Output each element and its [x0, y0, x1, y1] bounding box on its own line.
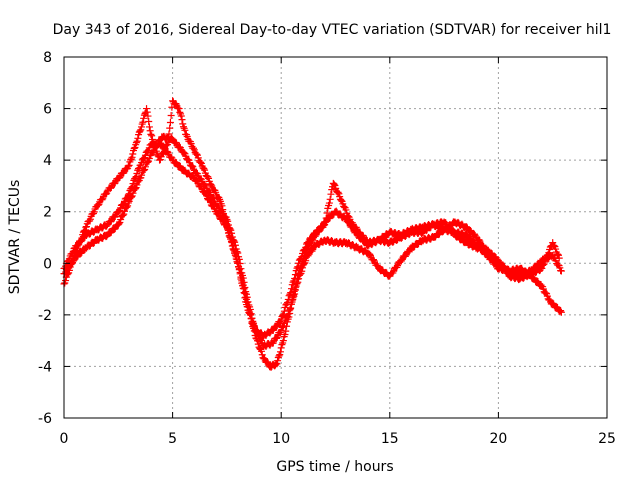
y-tick-label: 4: [43, 153, 52, 169]
y-tick-label: 6: [43, 102, 52, 118]
x-axis-label: GPS time / hours: [276, 459, 393, 475]
data-point: [125, 190, 133, 198]
y-tick-label: 0: [43, 256, 52, 272]
data-point: [286, 290, 294, 298]
y-tick-label: -6: [38, 411, 52, 427]
x-tick-label: 5: [168, 431, 177, 447]
data-point: [143, 105, 151, 113]
data-point: [147, 130, 155, 138]
data-point: [125, 161, 133, 169]
chart-title: Day 343 of 2016, Sidereal Day-to-day VTE…: [53, 22, 612, 38]
data-points: [60, 97, 565, 371]
plot-frame: [63, 56, 608, 419]
interpolated-markers: [61, 140, 562, 340]
y-tick-label: 2: [43, 205, 52, 221]
data-point: [234, 259, 242, 267]
x-tick-label: 20: [489, 431, 507, 447]
x-tick-label: 0: [60, 431, 69, 447]
axis-ticks: 0 5 10 15 20 25 -6 -4 -2 0 2 4 6 8: [38, 50, 616, 447]
x-tick-label: 15: [381, 431, 399, 447]
grid-lines: [64, 57, 607, 418]
series-track-c: [60, 140, 563, 340]
y-tick-label: -2: [38, 308, 52, 324]
y-tick-label: -4: [38, 359, 52, 375]
data-point: [295, 259, 303, 267]
x-tick-label: 25: [598, 431, 616, 447]
y-tick-label: 8: [43, 50, 52, 66]
data-point: [286, 306, 294, 314]
y-axis-label: SDTVAR / TECUs: [7, 180, 23, 295]
x-tick-label: 10: [272, 431, 290, 447]
